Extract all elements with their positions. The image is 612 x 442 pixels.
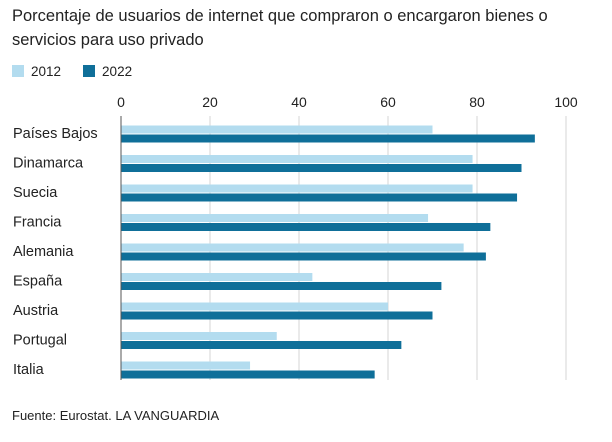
x-tick-label: 40 bbox=[291, 94, 307, 110]
category-label: Portugal bbox=[13, 333, 67, 349]
bar-2022 bbox=[121, 223, 491, 231]
legend-item-2012: 2012 bbox=[12, 64, 61, 79]
bar-2012 bbox=[121, 243, 464, 252]
bar-2012 bbox=[121, 273, 313, 281]
legend-item-2022: 2022 bbox=[83, 64, 132, 79]
legend-label-2012: 2012 bbox=[31, 63, 62, 79]
bar-2012 bbox=[121, 332, 277, 340]
bar-2012 bbox=[121, 184, 473, 193]
bar-2022 bbox=[121, 370, 375, 379]
x-tick-label: 60 bbox=[380, 94, 396, 110]
legend-swatch-2022 bbox=[83, 65, 96, 77]
source-note: Fuente: Eurostat. LA VANGUARDIA bbox=[12, 408, 220, 423]
bar-2022 bbox=[121, 134, 535, 143]
x-tick-label: 0 bbox=[117, 94, 125, 110]
category-label: Francia bbox=[13, 215, 62, 231]
category-label: Países Bajos bbox=[13, 126, 98, 142]
bar-2012 bbox=[121, 125, 433, 134]
category-label: Italia bbox=[13, 362, 45, 378]
bar-2012 bbox=[121, 155, 473, 163]
chart-title: Porcentaje de usuarios de internet que c… bbox=[12, 7, 548, 49]
legend-label-2022: 2022 bbox=[102, 63, 133, 79]
x-tick-label: 100 bbox=[554, 94, 578, 110]
bar-2022 bbox=[121, 252, 486, 261]
bar-2022 bbox=[121, 341, 402, 349]
category-label: Dinamarca bbox=[13, 156, 84, 172]
bar-2012 bbox=[121, 302, 388, 311]
bar-2022 bbox=[121, 193, 518, 202]
category-label: Austria bbox=[13, 303, 59, 319]
bar-2012 bbox=[121, 361, 251, 370]
bar-2022 bbox=[121, 282, 442, 290]
bar-2012 bbox=[121, 214, 429, 222]
x-tick-label: 80 bbox=[469, 94, 485, 110]
category-label: Alemania bbox=[13, 244, 74, 260]
x-tick-label: 20 bbox=[202, 94, 218, 110]
category-label: España bbox=[13, 274, 63, 290]
category-label: Suecia bbox=[13, 185, 58, 201]
legend-swatch-2012 bbox=[12, 65, 24, 77]
bar-2022 bbox=[121, 311, 433, 320]
legend: 2012 2022 bbox=[12, 62, 154, 80]
bar-2022 bbox=[121, 164, 522, 172]
